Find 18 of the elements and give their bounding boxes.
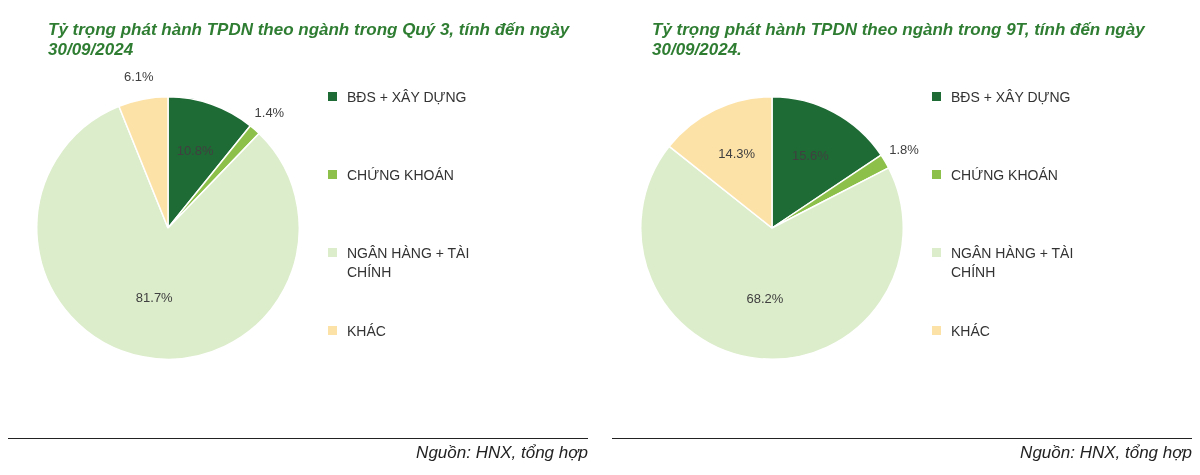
legend-label: KHÁC — [347, 322, 387, 341]
chart-title: Tỷ trọng phát hành TPDN theo ngành trong 9T, tính đến ngày 30/09/2024. — [651, 19, 1146, 61]
legend-label: KHÁC — [951, 322, 991, 341]
legend-label: CHỨNG KHOÁN — [347, 166, 455, 185]
data-label: 1.4% — [254, 104, 285, 120]
legend-label: BĐS + XÂY DỰNG — [951, 88, 1072, 107]
data-label: 68.2% — [746, 291, 784, 307]
legend-label: NGÂN HÀNG + TÀI CHÍNH — [347, 244, 471, 282]
legend-label: BĐS + XÂY DỰNG — [347, 88, 468, 107]
data-label: 6.1% — [123, 69, 155, 85]
text: Nguồn: HNX, tổng hợp — [8, 438, 588, 463]
data-label: 1.8% — [889, 141, 920, 157]
chart-title: Tỷ trọng phát hành TPDN theo ngành trong Quý 3, tính đến ngày 30/09/2024 — [47, 19, 571, 61]
legend-label: CHỨNG KHOÁN — [951, 166, 1059, 185]
text: Nguồn: HNX, tổng hợp — [612, 438, 1192, 463]
data-label: 81.7% — [135, 290, 174, 306]
legend-label: NGÂN HÀNG + TÀI CHÍNH — [951, 244, 1075, 282]
data-label: 14.3% — [718, 146, 756, 162]
